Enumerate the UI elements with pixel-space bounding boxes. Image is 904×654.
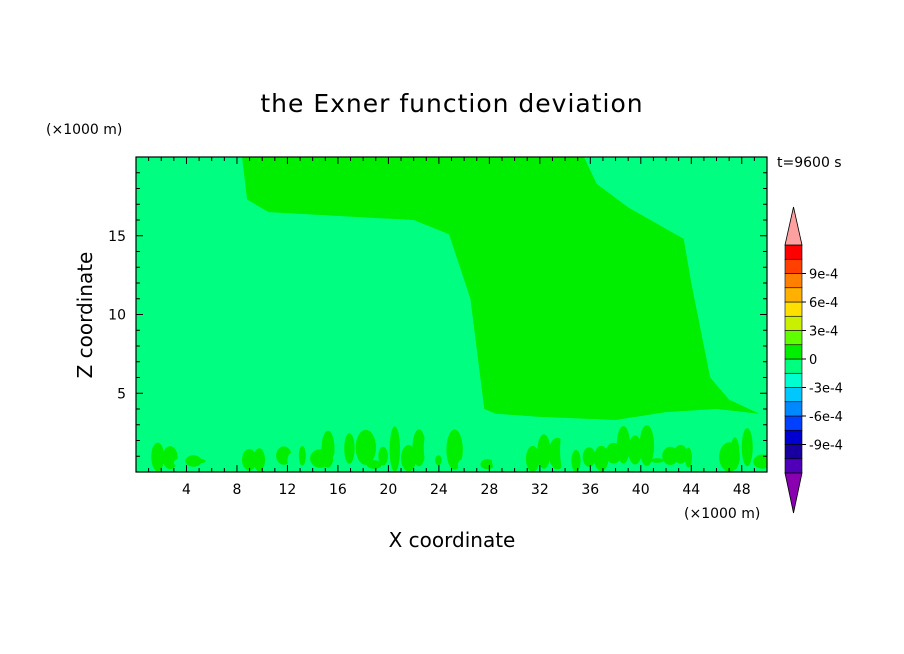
colorbar-label: 0 — [809, 353, 817, 368]
colorbar-label: 9e-4 — [809, 268, 838, 283]
surface-layer — [139, 425, 767, 472]
surface-blob — [253, 448, 265, 472]
colorbar-segment — [784, 372, 803, 388]
surface-blob — [366, 460, 382, 469]
surface-blob — [730, 437, 740, 470]
colorbar-segment — [784, 387, 803, 403]
colorbar-segment — [784, 287, 803, 303]
surface-blob — [401, 445, 417, 472]
y-tick-label: 5 — [117, 386, 126, 402]
surface-blob — [639, 425, 655, 466]
colorbar-label: -3e-4 — [809, 382, 843, 397]
y-tick-label: 15 — [108, 229, 126, 245]
surface-blob — [264, 428, 275, 468]
colorbar-segment — [784, 415, 803, 431]
colorbar-label: 3e-4 — [809, 325, 838, 340]
x-tick-label: 28 — [480, 482, 498, 498]
surface-blob — [435, 455, 442, 466]
surface-blob — [650, 458, 664, 463]
surface-blob — [628, 435, 642, 465]
surface-blob — [162, 446, 178, 470]
x-tick-label: 36 — [581, 482, 599, 498]
colorbar-segment — [784, 301, 803, 317]
surface-blob — [616, 426, 631, 464]
surface-blob — [753, 454, 767, 469]
surface-blob — [242, 449, 257, 471]
colorbar-segment — [784, 330, 803, 346]
colorbar-segment — [784, 444, 803, 460]
positive-deviation-region — [242, 157, 760, 420]
surface-blob — [446, 429, 463, 470]
surface-blob — [185, 455, 202, 467]
plot-area — [135, 156, 768, 473]
surface-blob — [151, 442, 165, 472]
colorbar-label: -6e-4 — [809, 410, 843, 425]
x-tick-label: 12 — [279, 482, 297, 498]
surface-blob — [412, 429, 426, 467]
time-label: t=9600 s — [777, 155, 842, 171]
surface-blob — [469, 430, 484, 465]
colorbar-label: -9e-4 — [809, 439, 843, 454]
surface-blob — [685, 447, 692, 468]
surface-blob — [355, 429, 376, 465]
surface-blob — [582, 447, 596, 467]
x-tick-label: 24 — [430, 482, 448, 498]
colorbar-segment — [784, 401, 803, 417]
surface-blob — [491, 448, 500, 470]
colorbar-segment — [784, 429, 803, 445]
surface-blob — [344, 433, 355, 464]
surface-blob — [594, 445, 609, 471]
colorbar: 9e-4 6e-4 3e-4 0 -3e-4 -6e-4 -9e-4 — [784, 206, 843, 514]
x-tick-label: 20 — [379, 482, 397, 498]
x-tick-label: 48 — [733, 482, 751, 498]
chart-title: the Exner function deviation — [260, 89, 643, 118]
surface-blob — [219, 441, 232, 466]
surface-blob — [207, 444, 217, 463]
x-tick-label: 8 — [232, 482, 241, 498]
colorbar-label: 6e-4 — [809, 296, 838, 311]
surface-blob — [389, 426, 400, 472]
colorbar-segment — [784, 244, 803, 260]
colorbar-segment — [784, 258, 803, 274]
colorbar-segment — [784, 315, 803, 331]
surface-blob — [707, 441, 718, 469]
surface-blob — [571, 449, 581, 472]
surface-blob — [537, 434, 551, 469]
y-axis-label: Z coordinate — [73, 252, 97, 379]
x-tick-label: 32 — [531, 482, 549, 498]
colorbar-under-arrow — [784, 472, 803, 514]
surface-blob — [321, 430, 335, 468]
surface-blob — [332, 452, 344, 466]
x-tick-label: 44 — [682, 482, 700, 498]
x-tick-label: 40 — [632, 482, 650, 498]
surface-blob — [287, 452, 296, 468]
surface-blob — [230, 425, 240, 468]
surface-blob — [196, 459, 206, 464]
colorbar-segment — [784, 358, 803, 374]
surface-blob — [560, 429, 568, 472]
surface-blob — [298, 446, 306, 466]
surface-blob — [423, 432, 432, 464]
surface-blob — [457, 459, 467, 472]
x-unit-label: (×1000 m) — [684, 506, 760, 522]
x-tick-label: 16 — [329, 482, 347, 498]
x-tick-label: 4 — [182, 482, 191, 498]
colorbar-segment — [784, 458, 803, 474]
surface-blob — [525, 445, 540, 472]
x-axis-label: X coordinate — [389, 528, 516, 552]
y-tick-label: 10 — [108, 308, 126, 324]
surface-blob — [378, 446, 388, 466]
colorbar-segment — [784, 273, 803, 289]
surface-blob — [480, 459, 495, 470]
surface-blob — [139, 440, 154, 471]
y-unit-label: (×1000 m) — [46, 122, 122, 138]
colorbar-segment — [784, 344, 803, 360]
surface-blob — [741, 428, 753, 467]
surface-blob — [673, 444, 688, 464]
colorbar-over-arrow — [784, 206, 803, 246]
